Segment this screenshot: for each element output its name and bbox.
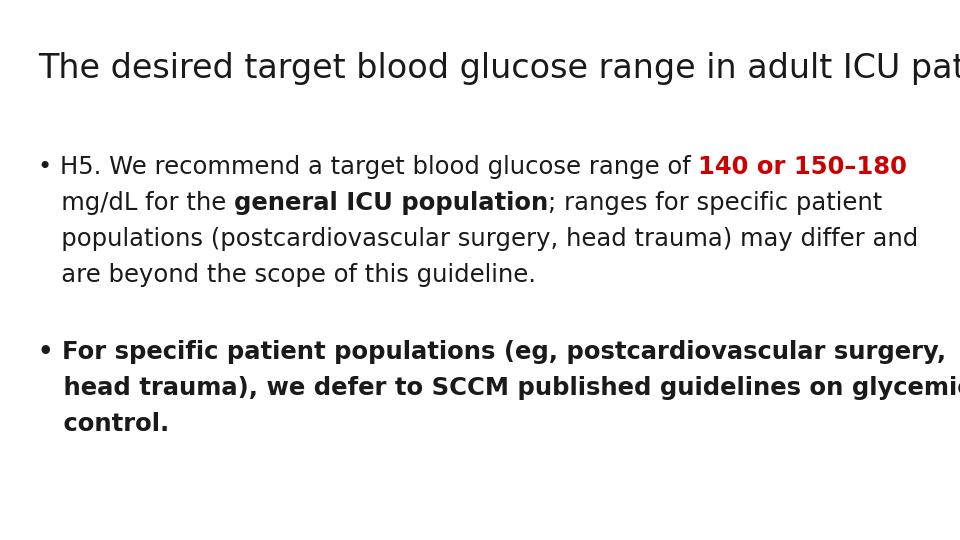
Text: • H5. We recommend a target blood glucose range of: • H5. We recommend a target blood glucos…: [38, 155, 699, 179]
Text: head trauma), we defer to SCCM published guidelines on glycemic: head trauma), we defer to SCCM published…: [38, 376, 960, 400]
Text: ; ranges for specific patient: ; ranges for specific patient: [548, 191, 882, 215]
Text: 140 or 150–180: 140 or 150–180: [699, 155, 907, 179]
Text: populations (postcardiovascular surgery, head trauma) may differ and: populations (postcardiovascular surgery,…: [38, 227, 919, 251]
Text: general ICU population: general ICU population: [234, 191, 548, 215]
Text: • For specific patient populations (eg, postcardiovascular surgery,: • For specific patient populations (eg, …: [38, 340, 947, 364]
Text: The desired target blood glucose range in adult ICU patients: The desired target blood glucose range i…: [38, 52, 960, 85]
Text: control.: control.: [38, 412, 169, 436]
Text: are beyond the scope of this guideline.: are beyond the scope of this guideline.: [38, 263, 536, 287]
Text: mg/dL for the: mg/dL for the: [38, 191, 234, 215]
